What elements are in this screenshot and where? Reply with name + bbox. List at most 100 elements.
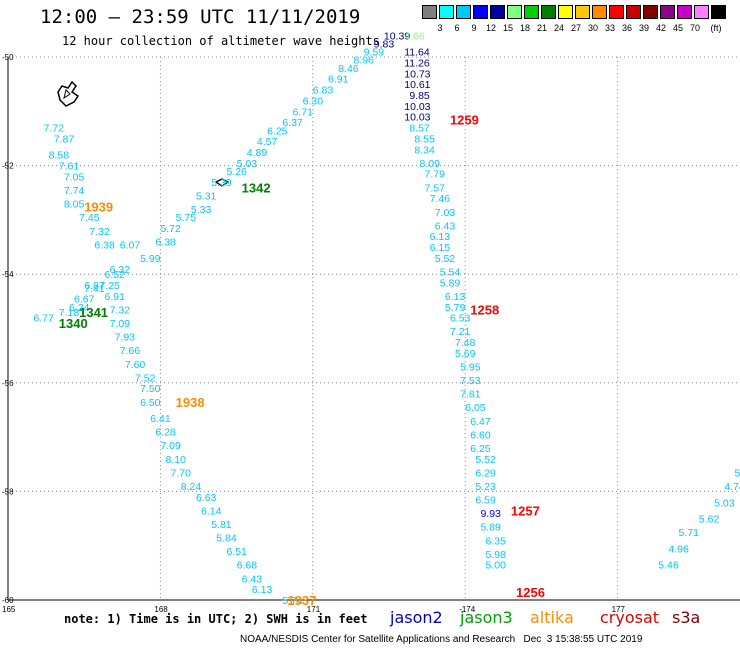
scale-tick-label: 30 bbox=[587, 23, 598, 33]
wave-height-value: 8.58 bbox=[49, 150, 70, 162]
pass-time-label: 1937 bbox=[287, 593, 316, 608]
wave-height-value: 5.81 bbox=[211, 519, 232, 531]
wave-height-value: 7.32 bbox=[110, 304, 131, 316]
wave-height-value: 6.38 bbox=[155, 237, 176, 249]
longitude-tick-label: 165 bbox=[2, 605, 16, 614]
wave-height-value: 9.85 bbox=[409, 90, 430, 102]
wave-height-value: 6.77 bbox=[33, 313, 54, 325]
wave-height-value: 5.99 bbox=[140, 253, 161, 265]
wave-height-value: 7.87 bbox=[54, 133, 75, 145]
wave-height-value: 5.39 bbox=[211, 177, 232, 189]
scale-tick-label: 21 bbox=[536, 23, 547, 33]
color-swatch bbox=[507, 5, 522, 19]
pass-time-label: 1938 bbox=[176, 395, 205, 410]
wave-height-value: 7.25 bbox=[99, 280, 120, 292]
legend-s3a: s3a bbox=[672, 608, 701, 627]
wave-height-value: 10.03 bbox=[404, 112, 430, 124]
wave-height-value: 6.67 bbox=[74, 294, 95, 306]
pass-time-label: 1259 bbox=[450, 112, 479, 127]
color-swatch bbox=[422, 5, 437, 19]
wave-height-value: 6.53 bbox=[450, 313, 471, 325]
wave-height-value: 7.93 bbox=[115, 332, 136, 344]
pass-time-label: 1256 bbox=[516, 585, 545, 600]
units-note: note: 1) Time is in UTC; 2) SWH is in fe… bbox=[64, 612, 368, 626]
wave-height-value: 6.29 bbox=[475, 467, 496, 479]
wave-height-value: 6.71 bbox=[292, 106, 313, 118]
wave-height-value: 7.45 bbox=[79, 212, 100, 224]
wave-height-value: 5.62 bbox=[699, 514, 720, 526]
wave-height-value: 8.46 bbox=[338, 63, 359, 75]
scale-tick-label: 24 bbox=[553, 23, 564, 33]
wave-height-value: 7.09 bbox=[110, 318, 131, 330]
wave-height-value: 8.96 bbox=[353, 55, 374, 67]
pass-time-label: 1340 bbox=[59, 316, 88, 331]
latitude-tick-label: -58 bbox=[2, 487, 14, 496]
wave-height-value: 9.93 bbox=[480, 508, 501, 520]
wave-height-value: 4.57 bbox=[257, 136, 278, 148]
color-swatch bbox=[694, 5, 709, 19]
wave-height-value: 5.98 bbox=[486, 549, 507, 561]
color-swatch bbox=[592, 5, 607, 19]
wave-height-value: 9.83 bbox=[374, 38, 395, 50]
wave-height-value: 5.89 bbox=[480, 522, 501, 534]
wave-height-value: 5.31 bbox=[196, 190, 217, 202]
color-swatch bbox=[439, 5, 454, 19]
scale-tick-label: 36 bbox=[621, 23, 632, 33]
wave-height-value: 6.25 bbox=[470, 443, 491, 455]
map-grid bbox=[7, 56, 740, 601]
wave-height-value: 4.89 bbox=[247, 147, 268, 159]
wave-height-value: 7.21 bbox=[450, 326, 471, 338]
coastline-shape bbox=[57, 80, 80, 107]
wave-height-value: 5.21 bbox=[734, 467, 740, 479]
wave-height-value: 6.07 bbox=[120, 239, 141, 251]
wave-height-value: 5.69 bbox=[455, 348, 476, 360]
wave-height-value: 5.89 bbox=[440, 277, 461, 289]
wave-height-value: 6.43 bbox=[435, 220, 456, 232]
wave-height-value: 6.68 bbox=[237, 560, 258, 572]
coastline-shape bbox=[63, 89, 71, 100]
legend-altika: altika bbox=[530, 608, 574, 627]
color-swatch bbox=[473, 5, 488, 19]
wave-height-value: 6.30 bbox=[303, 95, 324, 107]
scale-tick-label: 18 bbox=[519, 23, 530, 33]
wave-height-value: 6.35 bbox=[486, 535, 507, 547]
scale-tick-label: 39 bbox=[638, 23, 649, 33]
scale-tick-label: 9 bbox=[471, 23, 477, 33]
wave-height-value: 6.05 bbox=[465, 402, 486, 414]
wave-height-value: 5.79 bbox=[445, 302, 466, 314]
wave-height-value: 6.52 bbox=[105, 269, 126, 281]
wave-height-value: 6.50 bbox=[140, 397, 161, 409]
wave-height-value: 6.13 bbox=[445, 291, 466, 303]
wave-height-value: 7.46 bbox=[430, 193, 451, 205]
legend-cryosat: cryosat bbox=[600, 608, 660, 627]
page-title: 12:00 – 23:59 UTC 11/11/2019 bbox=[40, 6, 361, 28]
wave-height-value: 7.60 bbox=[125, 359, 146, 371]
wave-height-value: 7.05 bbox=[64, 171, 85, 183]
scale-tick-label: 70 bbox=[689, 23, 700, 33]
wave-height-value: 10.73 bbox=[404, 68, 430, 80]
color-swatch bbox=[626, 5, 641, 19]
wave-height-value: 6.43 bbox=[242, 573, 263, 585]
wave-height-value: 6.28 bbox=[155, 427, 176, 439]
wave-height-value: 11.64 bbox=[404, 47, 430, 59]
wave-height-value: 6.15 bbox=[430, 242, 451, 254]
color-swatch bbox=[660, 5, 675, 19]
wave-height-value: 7.09 bbox=[160, 440, 181, 452]
wave-height-value: 8.09 bbox=[419, 158, 440, 170]
pass-time-label: 1342 bbox=[242, 180, 271, 195]
wave-height-value: 5.23 bbox=[475, 481, 496, 493]
scale-tick-label: 3 bbox=[437, 23, 443, 33]
wave-height-value: 4.66 bbox=[404, 30, 425, 42]
wave-height-value: 6.47 bbox=[470, 416, 491, 428]
wave-height-value: 10.61 bbox=[404, 79, 430, 91]
wave-height-value: 5.74 bbox=[282, 595, 303, 607]
wave-height-value: 10.03 bbox=[404, 101, 430, 113]
wave-height-value: 6.91 bbox=[105, 291, 126, 303]
page-subtitle: 12 hour collection of altimeter wave hei… bbox=[62, 34, 380, 48]
wave-height-value: 7.52 bbox=[135, 372, 156, 384]
wave-height-value: 7.18 bbox=[59, 307, 80, 319]
wave-height-value: 5.75 bbox=[176, 212, 197, 224]
wave-height-value: 6.91 bbox=[328, 74, 349, 86]
wave-height-value: 5.03 bbox=[714, 497, 735, 509]
